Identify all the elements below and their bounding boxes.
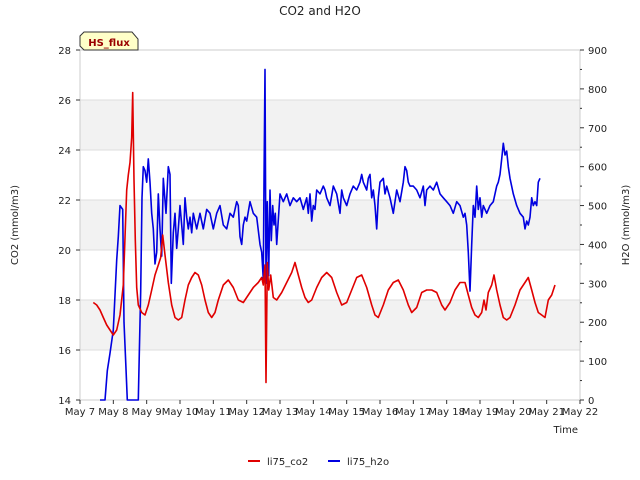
y-tick-label-right: 100: [588, 357, 607, 368]
x-tick-label: May 16: [362, 407, 399, 418]
y-tick-label-left: 14: [58, 396, 71, 407]
series-line-li75_co2: [92, 91, 556, 384]
grid-band: [80, 300, 580, 350]
y-tick-label-left: 24: [58, 146, 71, 157]
x-tick-label: May 15: [328, 407, 365, 418]
y-tick-label-left: 26: [58, 96, 71, 107]
legend: li75_co2 li75_h2o: [248, 457, 389, 468]
x-tick-label: May 17: [395, 407, 432, 418]
hs-flux-badge: HS_flux: [79, 31, 139, 51]
x-tick-label: May 13: [262, 407, 299, 418]
y-tick-label-right: 800: [588, 85, 607, 96]
y-axis-label-right: H2O (mmol/m3): [621, 185, 632, 266]
y-tick-label-right: 400: [588, 240, 607, 251]
x-axis-label: Time: [553, 425, 578, 436]
chart-title: CO2 and H2O: [279, 4, 361, 18]
y-tick-label-right: 500: [588, 202, 607, 213]
badge-box: [79, 31, 139, 51]
x-tick-label: May 21: [528, 407, 565, 418]
legend-label-h2o: li75_h2o: [347, 457, 389, 468]
y-tick-label-right: 300: [588, 279, 607, 290]
y-tick-label-left: 20: [58, 246, 71, 257]
x-tick-label: May 20: [495, 407, 532, 418]
x-tick-label: May 22: [562, 407, 599, 418]
grid-band: [80, 100, 580, 150]
y-tick-label-right: 900: [588, 46, 607, 57]
x-tick-label: May 9: [132, 407, 162, 418]
x-tick-label: May 14: [295, 407, 332, 418]
y-axis-label-left: CO2 (mmol/m3): [10, 185, 21, 265]
y-tick-label-right: 700: [588, 124, 607, 135]
plot-bands: [80, 100, 580, 350]
y-tick-label-left: 22: [58, 196, 71, 207]
series-line-li75_h2o: [100, 68, 541, 401]
grid-band: [80, 200, 580, 250]
x-tick-label: May 18: [428, 407, 465, 418]
x-tick-label: May 19: [462, 407, 499, 418]
x-tick-label: May 10: [162, 407, 199, 418]
x-tick-label: May 12: [228, 407, 265, 418]
y-tick-label-right: 200: [588, 318, 607, 329]
y-tick-label-right: 600: [588, 163, 607, 174]
x-tick-label: May 8: [98, 407, 128, 418]
y-tick-label-left: 28: [58, 46, 71, 57]
series-layer: [92, 68, 556, 401]
y-tick-label-left: 18: [58, 296, 71, 307]
y-tick-label-right: 0: [588, 396, 594, 407]
y-tick-label-left: 16: [58, 346, 71, 357]
y-axis-right: 0 100 200 300 400 500 600 700 800 900: [580, 46, 607, 407]
badge-label: HS_flux: [88, 38, 130, 49]
x-tick-label: May 11: [195, 407, 232, 418]
y-axis-left: 14 16 18 20 22 24 26 28: [58, 46, 80, 407]
legend-label-co2: li75_co2: [267, 457, 308, 468]
x-tick-label: May 7: [65, 407, 95, 418]
